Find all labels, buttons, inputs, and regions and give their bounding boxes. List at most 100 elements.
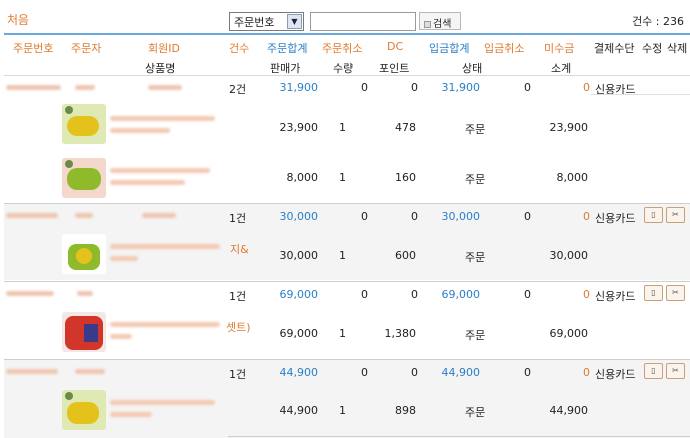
deposit-total: 30,000 [441, 210, 481, 223]
quantity: 1 [339, 121, 346, 134]
delete-button[interactable]: ✂ [666, 285, 685, 301]
product-name-blurred [110, 180, 185, 185]
orderer-blurred [75, 213, 93, 218]
payment-method: 신용카드 [595, 83, 636, 96]
sale-price: 69,000 [279, 327, 319, 340]
payment-divider [591, 94, 690, 95]
product-name-blurred [110, 412, 152, 417]
col-member-id: 회원ID [148, 42, 180, 55]
payment-method: 신용카드 [595, 212, 636, 225]
scissors-icon: ✂ [672, 366, 679, 375]
member-id-blurred [148, 85, 182, 90]
payment-method: 신용카드 [595, 290, 636, 303]
product-name-blurred [110, 244, 220, 249]
total-count: 건수 : 236 [632, 15, 684, 28]
order-cancel: 0 [361, 210, 368, 223]
order-dc: 0 [411, 81, 418, 94]
edit-icon: ▯ [651, 288, 656, 297]
row-divider [4, 281, 690, 282]
order-dc: 0 [411, 366, 418, 379]
product-thumbnail[interactable] [62, 104, 106, 144]
edit-button[interactable]: ▯ [644, 285, 663, 301]
orderer-blurred [75, 369, 105, 374]
order-no-blurred [6, 213, 58, 218]
row-divider [4, 203, 690, 204]
points: 898 [395, 404, 416, 417]
edit-button[interactable]: ▯ [644, 207, 663, 223]
chevron-down-icon[interactable]: ▼ [287, 14, 302, 29]
order-dc: 0 [411, 210, 418, 223]
search-button[interactable]: 검색 [419, 12, 461, 30]
col-product-name: 상품명 [145, 62, 176, 75]
product-name-blurred [110, 116, 215, 121]
points: 478 [395, 121, 416, 134]
col-count: 건수 [229, 42, 250, 55]
order-no-blurred [6, 85, 61, 90]
order-dc: 0 [411, 288, 418, 301]
edit-icon: ▯ [651, 210, 656, 219]
col-sale-price: 판매가 [270, 62, 301, 75]
order-no-blurred [6, 369, 58, 374]
col-payment: 결제수단 [594, 42, 635, 55]
col-order-total: 주문합계 [267, 42, 308, 55]
deposit-cancel: 0 [524, 288, 531, 301]
deposit-cancel: 0 [524, 81, 531, 94]
col-order-no: 주문번호 [13, 42, 54, 55]
order-count: 1건 [229, 290, 247, 303]
order-cancel: 0 [361, 366, 368, 379]
product-name-blurred [110, 322, 220, 327]
item-status: 주문 [465, 173, 486, 186]
product-thumbnail[interactable] [62, 234, 106, 274]
order-cancel: 0 [361, 288, 368, 301]
orderer-blurred [77, 291, 93, 296]
unpaid: 0 [583, 288, 590, 301]
item-subtotal: 8,000 [556, 171, 589, 184]
header-divider [4, 33, 690, 35]
payment-method: 신용카드 [595, 368, 636, 381]
order-total: 69,000 [279, 288, 319, 301]
product-thumbnail[interactable] [62, 158, 106, 198]
first-link[interactable]: 처음 [7, 13, 30, 27]
scissors-icon: ✂ [672, 210, 679, 219]
member-id-blurred [142, 213, 176, 218]
order-count: 2건 [229, 83, 247, 96]
product-name-blurred [110, 168, 210, 173]
row-divider [4, 75, 690, 76]
quantity: 1 [339, 404, 346, 417]
points: 1,380 [384, 327, 417, 340]
col-deposit-total: 입금합계 [429, 42, 470, 55]
sale-price: 30,000 [279, 249, 319, 262]
col-quantity: 수량 [333, 62, 354, 75]
product-image [67, 116, 99, 136]
col-subtotal: 소계 [551, 62, 572, 75]
edit-icon: ▯ [651, 366, 656, 375]
order-total: 31,900 [279, 81, 319, 94]
order-total: 44,900 [279, 366, 319, 379]
search-icon [424, 20, 431, 28]
item-status: 주문 [465, 406, 486, 419]
product-name-tail: 셋트) [226, 321, 251, 334]
product-image-dot [65, 106, 73, 114]
delete-button[interactable]: ✂ [666, 363, 685, 379]
points: 600 [395, 249, 416, 262]
search-field-select[interactable]: 주문번호 ▼ [229, 12, 304, 31]
edit-button[interactable]: ▯ [644, 363, 663, 379]
product-image [67, 168, 101, 190]
col-unpaid: 미수금 [544, 42, 575, 55]
product-name-tail: 지& [230, 243, 249, 256]
quantity: 1 [339, 327, 346, 340]
deposit-total: 31,900 [441, 81, 481, 94]
product-name-blurred [110, 400, 215, 405]
delete-button[interactable]: ✂ [666, 207, 685, 223]
order-row: 2건 31,900 0 0 31,900 0 0 신용카드 23,900 1 4… [0, 76, 690, 202]
order-row: 1건 69,000 0 0 69,000 0 0 신용카드 ▯ ✂ 셋트) 69… [0, 282, 690, 358]
order-count: 1건 [229, 212, 247, 225]
quantity: 1 [339, 171, 346, 184]
search-input[interactable] [310, 12, 416, 31]
product-thumbnail[interactable] [62, 312, 106, 352]
product-image-dot [65, 392, 73, 400]
col-delete: 삭제 [667, 42, 688, 55]
product-image [84, 324, 98, 342]
product-thumbnail[interactable] [62, 390, 106, 430]
order-no-blurred [6, 291, 54, 296]
